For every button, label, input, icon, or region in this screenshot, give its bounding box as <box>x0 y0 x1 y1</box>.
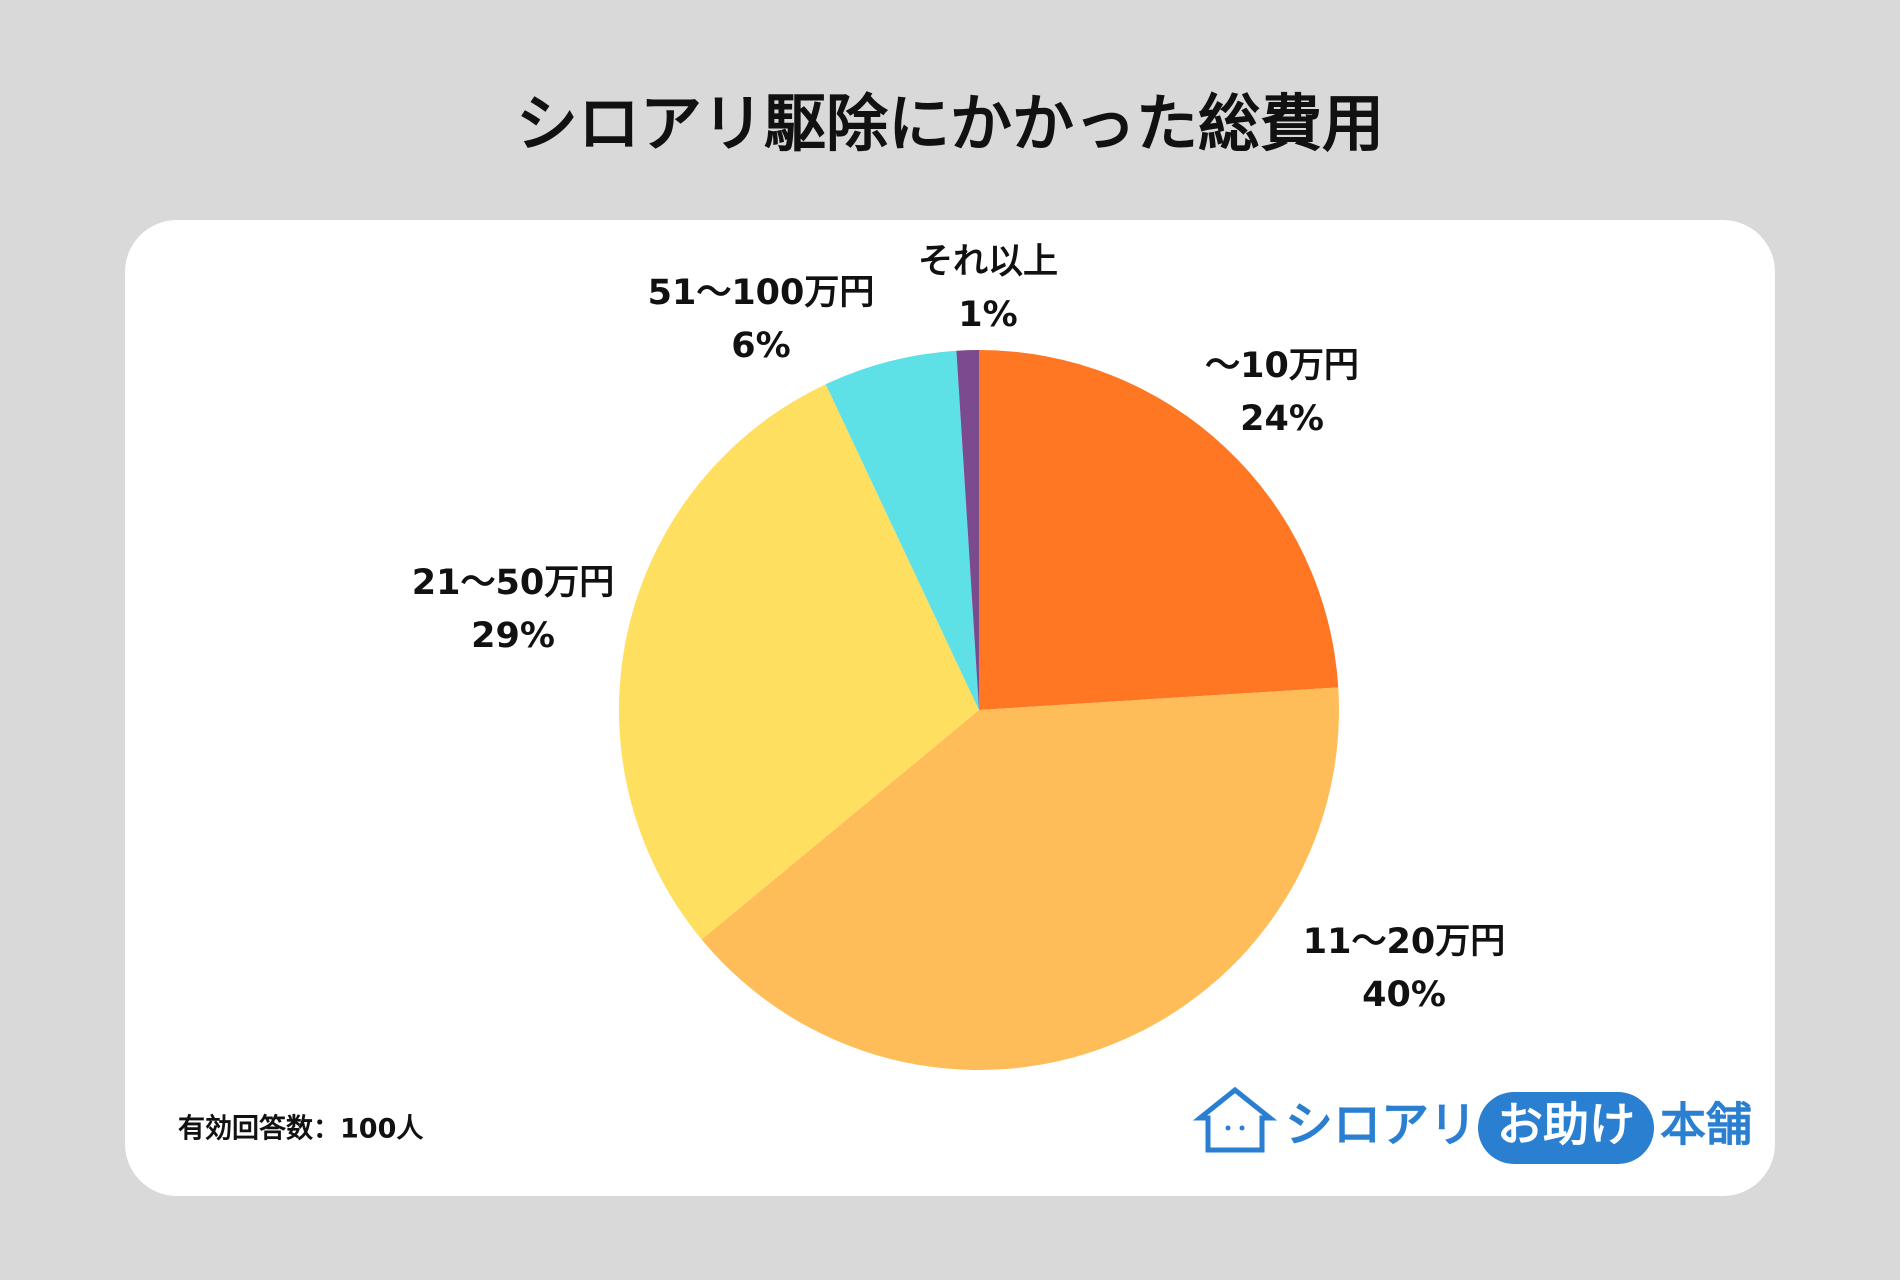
logo-text: シロアリ <box>1285 1097 1477 1153</box>
value-label: 40% <box>1362 975 1446 1015</box>
logo-text: お助け <box>1497 1098 1635 1152</box>
pie <box>619 350 1339 1071</box>
logo-text: 本舗 <box>1660 1098 1752 1152</box>
slice-label: 21〜50万円 <box>412 563 614 603</box>
logo-eye <box>1225 1125 1231 1131</box>
chart-title: シロアリ駆除にかかった総費用 <box>516 87 1384 160</box>
slice-label: 51〜100万円 <box>648 273 875 313</box>
pie-slice <box>701 687 1339 1071</box>
pie-slice <box>956 350 979 710</box>
logo-house <box>1192 1086 1278 1153</box>
pie-slice <box>979 350 1339 710</box>
slice-label: 〜10万円 <box>1205 346 1359 386</box>
pie-slice <box>825 350 979 710</box>
slice-label: それ以上 <box>918 242 1058 282</box>
logo-badge <box>1478 1092 1654 1164</box>
logo-eye <box>1239 1125 1245 1131</box>
value-label: 29% <box>471 616 555 656</box>
slice-label: 11〜20万円 <box>1303 922 1505 962</box>
value-label: 6% <box>731 326 790 366</box>
note: 有効回答数：100人 <box>178 1113 423 1145</box>
logo: シロアリ お助け 本舗 <box>1192 1086 1752 1164</box>
value-label: 24% <box>1240 399 1324 439</box>
value-label: 1% <box>958 295 1017 335</box>
pie-slice <box>619 384 979 940</box>
